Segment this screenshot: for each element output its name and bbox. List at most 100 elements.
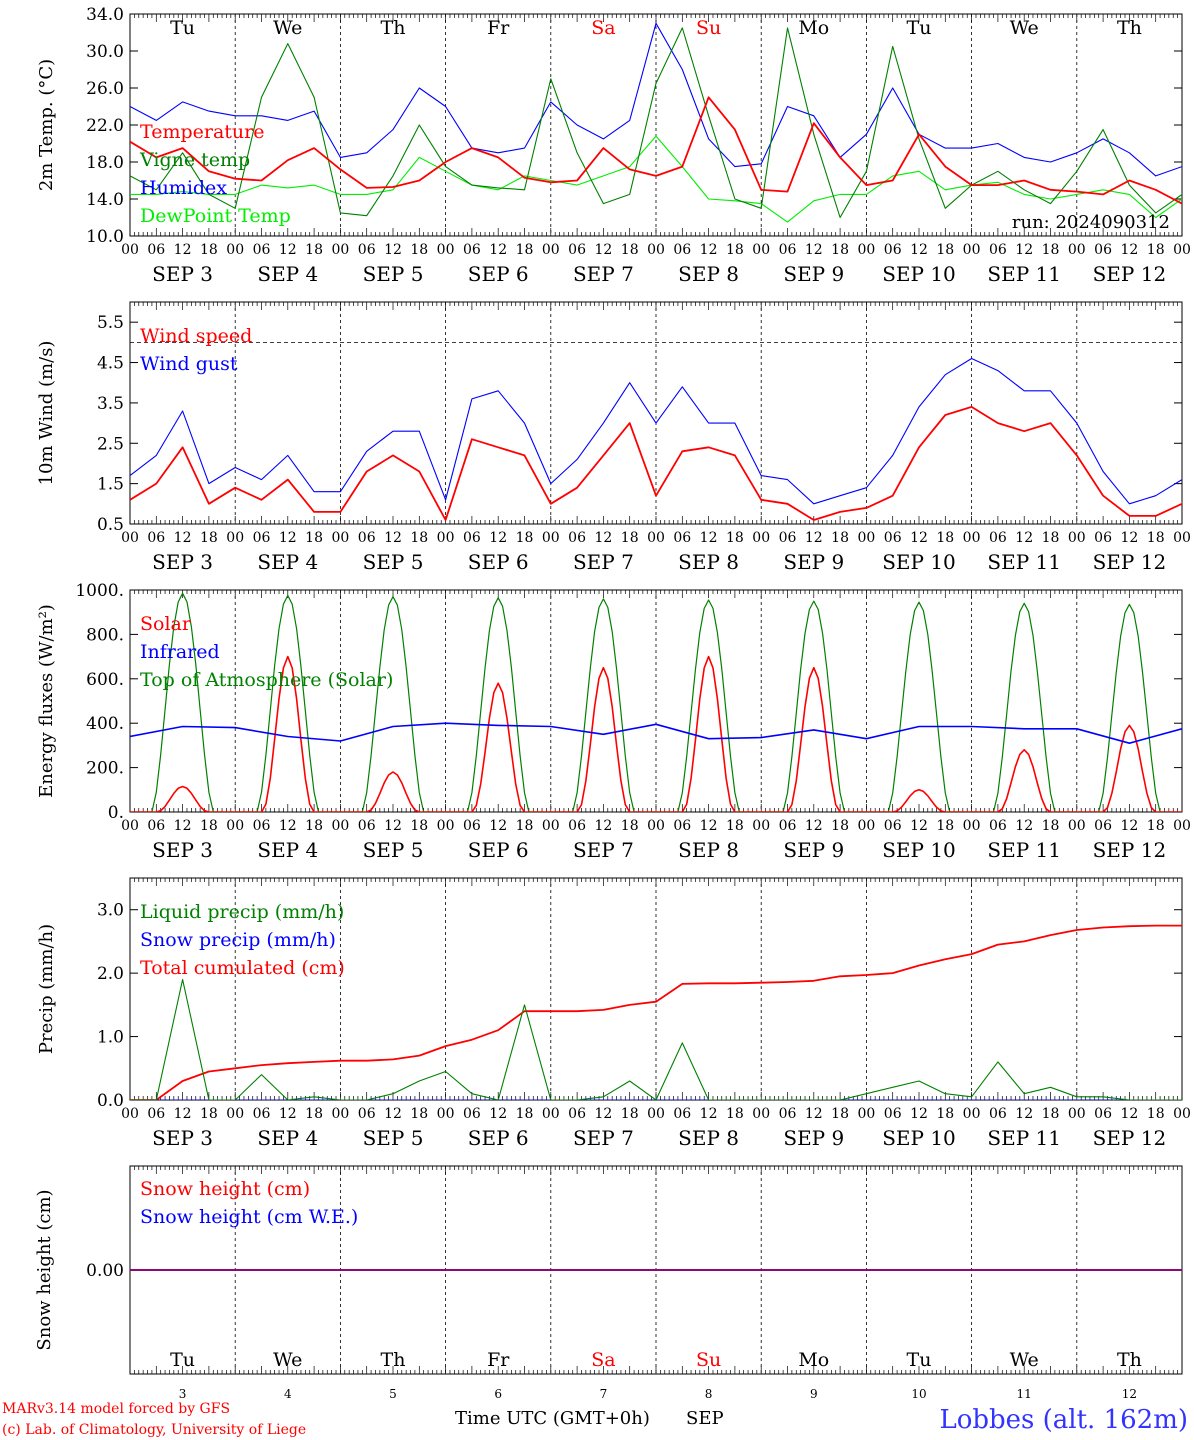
x-date-label: SEP 6 <box>468 1126 529 1150</box>
x-hour-label: 12 <box>1120 242 1138 258</box>
x-date-label: SEP 3 <box>152 1126 213 1150</box>
x-hour-label: 00 <box>331 1106 349 1122</box>
x-hour-label: 18 <box>305 818 323 834</box>
x-hour-label: 12 <box>910 242 928 258</box>
legend-entry: Humidex <box>140 177 227 199</box>
legend-entry: Wind speed <box>140 325 252 347</box>
x-hour-label: 18 <box>516 818 534 834</box>
x-hour-label: 06 <box>884 818 902 834</box>
legend-entry: Total cumulated (cm) <box>140 957 345 979</box>
x-hour-label: 18 <box>1147 818 1165 834</box>
x-hour-label: 18 <box>621 530 639 546</box>
x-date-label: SEP 7 <box>573 838 634 862</box>
x-hour-label: 06 <box>779 818 797 834</box>
x-hour-label: 00 <box>963 1106 981 1122</box>
day-name: Th <box>1117 17 1142 39</box>
x-hour-label: 12 <box>1015 1106 1033 1122</box>
x-axis-label: Time UTC (GMT+0h) <box>455 1408 650 1429</box>
legend-entry: Top of Atmosphere (Solar) <box>140 669 393 691</box>
x-hour-label: 06 <box>884 242 902 258</box>
y-tick-label: 3.5 <box>97 394 124 414</box>
x-hour-label: 06 <box>253 242 271 258</box>
legend: Snow height (cm) Snow height (cm W.E.) <box>140 1178 358 1228</box>
x-hour-label: 18 <box>305 530 323 546</box>
x-hour-label: 18 <box>200 530 218 546</box>
day-number: 10 <box>911 1387 926 1401</box>
x-hour-label: 18 <box>936 818 954 834</box>
y-tick-label: 2.0 <box>97 964 124 984</box>
x-hour-label: 12 <box>594 242 612 258</box>
x-hour-label: 06 <box>253 530 271 546</box>
series-lightgreen <box>130 135 1182 223</box>
day-number: 5 <box>389 1387 397 1401</box>
x-hour-label: 00 <box>752 1106 770 1122</box>
footer-credit: (c) Lab. of Climatology, University of L… <box>2 1422 306 1438</box>
x-date-label: SEP 8 <box>678 262 739 286</box>
x-hour-label: 00 <box>1068 1106 1086 1122</box>
x-hour-label: 00 <box>437 1106 455 1122</box>
series-lines <box>130 924 1182 1100</box>
x-hour-label: 06 <box>1094 1106 1112 1122</box>
series-red <box>130 924 1182 1100</box>
x-date-label: SEP 6 <box>468 262 529 286</box>
x-hour-label: 00 <box>226 1106 244 1122</box>
y-tick-label: 1000. <box>75 581 124 601</box>
x-hour-label: 12 <box>384 242 402 258</box>
x-date-label: SEP 4 <box>257 550 318 574</box>
legend: Solar Infrared Top of Atmosphere (Solar) <box>140 613 393 691</box>
y-tick-label: 34.0 <box>86 5 124 25</box>
x-date-label: SEP 6 <box>468 550 529 574</box>
x-hour-label: 00 <box>437 242 455 258</box>
x-date-label: SEP 11 <box>987 838 1061 862</box>
x-hour-label: 12 <box>384 818 402 834</box>
x-date-label: SEP 10 <box>882 262 956 286</box>
x-hour-label: 06 <box>147 818 165 834</box>
day-name: Th <box>381 1349 406 1371</box>
x-hour-label: 12 <box>279 818 297 834</box>
x-date-label: SEP 11 <box>987 550 1061 574</box>
x-hour-label: 00 <box>331 818 349 834</box>
y-tick-label: 800. <box>86 625 124 645</box>
x-hour-label: 18 <box>410 242 428 258</box>
y-tick-label: 2.5 <box>97 434 124 454</box>
x-hour-label: 18 <box>726 530 744 546</box>
y-tick-label: 1.0 <box>97 1028 124 1048</box>
x-date-label: SEP 7 <box>573 550 634 574</box>
x-hour-label: 00 <box>542 530 560 546</box>
x-date-label: SEP 9 <box>783 262 844 286</box>
x-hour-label: 06 <box>463 1106 481 1122</box>
x-axis-month: SEP <box>686 1408 724 1429</box>
day-number: 8 <box>705 1387 713 1401</box>
series-lines <box>130 357 1182 521</box>
x-date-label: SEP 8 <box>678 1126 739 1150</box>
x-hour-label: 18 <box>1147 1106 1165 1122</box>
x-hour-label: 12 <box>805 1106 823 1122</box>
x-hour-label: 00 <box>963 242 981 258</box>
y-tick-label: 10.0 <box>86 227 124 247</box>
x-hour-label: 00 <box>647 530 665 546</box>
x-hour-label: 18 <box>516 1106 534 1122</box>
legend-entry: Infrared <box>140 641 220 663</box>
y-tick-label: 200. <box>86 759 124 779</box>
x-hour-label: 18 <box>1042 530 1060 546</box>
day-name: Tu <box>170 1349 195 1371</box>
x-hour-label: 00 <box>542 1106 560 1122</box>
y-tick-label: 600. <box>86 670 124 690</box>
x-hour-label: 06 <box>779 530 797 546</box>
x-date-label: SEP 3 <box>152 550 213 574</box>
y-tick-label: 26.0 <box>86 79 124 99</box>
x-hour-label: 12 <box>1015 242 1033 258</box>
x-hour-label: 18 <box>1147 530 1165 546</box>
day-name: Fr <box>487 17 510 39</box>
x-date-label: SEP 8 <box>678 838 739 862</box>
x-hour-label: 00 <box>647 242 665 258</box>
x-hour-label: 00 <box>647 1106 665 1122</box>
series-blue <box>130 722 1182 745</box>
x-hour-label: 00 <box>1068 242 1086 258</box>
x-hour-label: 18 <box>516 242 534 258</box>
x-hour-label: 00 <box>226 818 244 834</box>
day-name: We <box>1010 17 1039 39</box>
x-hour-label: 12 <box>384 530 402 546</box>
day-name: Tu <box>170 17 195 39</box>
